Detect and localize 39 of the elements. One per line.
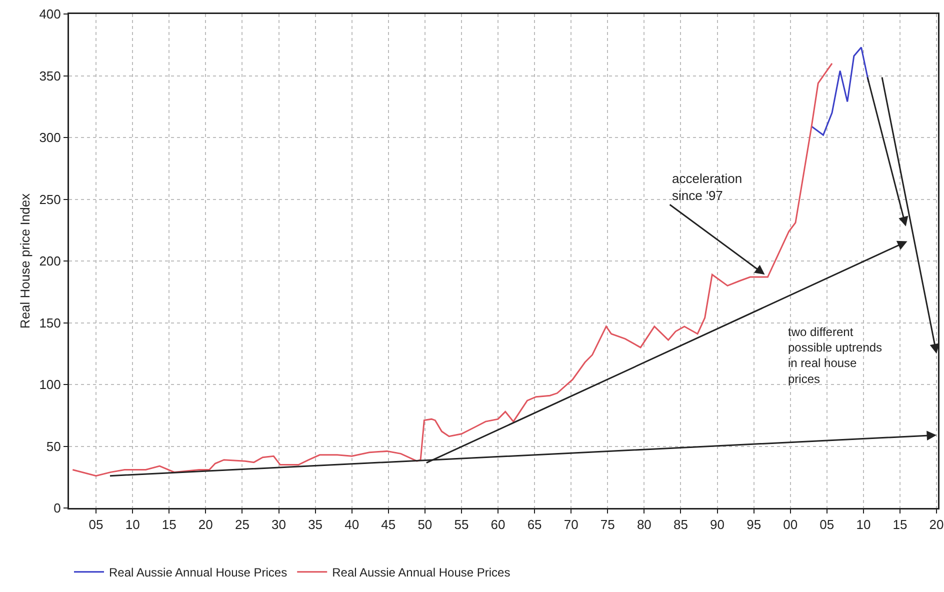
y-tick-label: 400 xyxy=(39,6,61,22)
x-tick-label: 15 xyxy=(162,517,176,532)
line-series xyxy=(810,46,870,136)
x-tick-label: 10 xyxy=(856,517,871,532)
y-tick-label: 50 xyxy=(46,438,61,454)
x-tick-label: 40 xyxy=(344,517,360,532)
x-tick-label: 00 xyxy=(783,517,798,532)
x-tick-label: 05 xyxy=(88,517,104,532)
x-tick-label: 60 xyxy=(490,517,506,532)
x-tick-label: 75 xyxy=(600,517,615,532)
x-tick-label: 55 xyxy=(454,517,469,532)
x-tick-label: 95 xyxy=(746,517,762,532)
annotation: acceleration since '97 xyxy=(672,171,742,203)
legend-label: Real Aussie Annual House Prices xyxy=(109,566,288,580)
y-axis-title: Real House price Index xyxy=(17,192,32,329)
x-tick-label: 70 xyxy=(564,517,578,532)
y-tick-label: 200 xyxy=(39,254,61,269)
x-tick-label: 85 xyxy=(674,517,688,532)
x-tick-label: 65 xyxy=(527,517,542,532)
x-tick-label: 15 xyxy=(892,517,908,532)
x-tick-label: 30 xyxy=(272,517,286,532)
y-tick-label: 350 xyxy=(39,68,61,84)
x-tick-label: 25 xyxy=(234,517,250,532)
x-tick-label: 20 xyxy=(929,517,944,532)
x-tick-label: 50 xyxy=(418,517,432,532)
x-tick-label: 10 xyxy=(125,517,140,532)
y-tick-label: 250 xyxy=(39,192,61,207)
y-tick-label: 0 xyxy=(54,500,61,516)
x-tick-label: 45 xyxy=(381,517,396,532)
y-tick-label: 100 xyxy=(39,377,61,392)
y-tick-label: 150 xyxy=(39,315,61,330)
x-tick-label: 80 xyxy=(636,517,652,532)
x-tick-label: 35 xyxy=(308,517,323,532)
x-tick-label: 05 xyxy=(820,517,834,532)
y-tick-label: 300 xyxy=(39,130,61,146)
x-tick-label: 20 xyxy=(198,517,213,532)
annotation: two different possible uptrends in real house prices xyxy=(788,325,882,386)
legend-label: Real Aussie Annual House Prices xyxy=(332,566,510,580)
x-tick-label: 90 xyxy=(710,517,725,532)
